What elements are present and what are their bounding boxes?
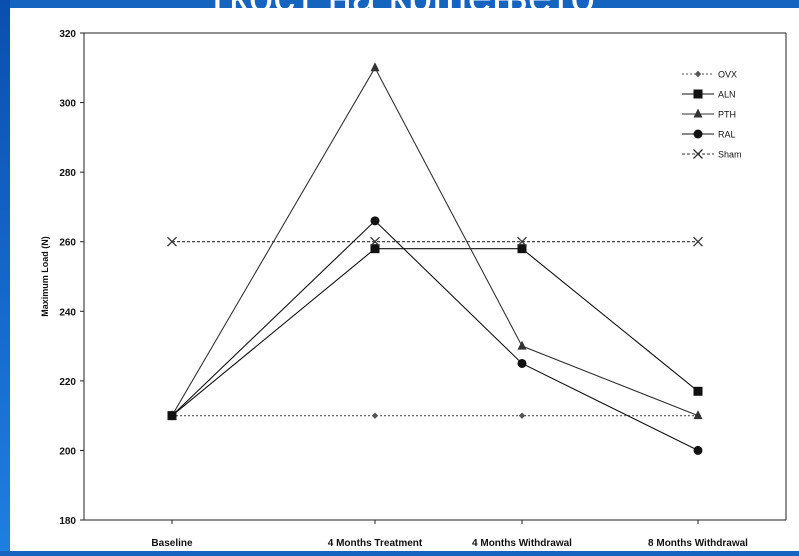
data-point-pth (693, 410, 703, 420)
chart-panel: 180 200 220 240 260 280 300 320 Baseline 4 Months… (10, 8, 799, 551)
y-tick-label: 260 (59, 238, 76, 249)
data-point-aln (517, 244, 527, 254)
legend-label-ral: RAL (718, 130, 736, 140)
slide-left-band (0, 0, 10, 551)
line-chart: 180 200 220 240 260 280 300 320 Baseline 4 Months… (40, 29, 787, 549)
y-tick-label: 200 (59, 446, 76, 457)
data-point-aln (693, 386, 703, 396)
x-tick-label: 4 Months Treatment (328, 538, 423, 549)
series-line-ral (171, 220, 699, 451)
series-sham (167, 236, 703, 247)
legend: OVX ALN PTH RAL Sham (682, 70, 742, 160)
data-point-aln (370, 244, 380, 254)
data-point-ovx (518, 412, 526, 419)
data-point-sham (370, 236, 380, 247)
marker-stroke (693, 149, 703, 159)
legend-label-pth: PTH (718, 110, 736, 120)
marker-stroke (370, 236, 380, 247)
data-point-ral (693, 445, 703, 455)
y-tick-label: 320 (59, 29, 76, 40)
data-point-ral (370, 216, 380, 226)
series-ral (167, 216, 703, 455)
legend-marker-ovx (694, 70, 702, 78)
data-point-sham (167, 236, 177, 247)
series-line-aln (171, 248, 699, 417)
y-tick-label: 180 (59, 516, 76, 527)
legend-label-ovx: OVX (718, 70, 737, 80)
legend-marker-ral (693, 129, 703, 139)
x-tick-label: 4 Months Withdrawal (472, 538, 572, 549)
y-tick-label: 220 (59, 377, 76, 388)
series-lines (167, 62, 703, 455)
marker-stroke (167, 236, 177, 247)
legend-item-aln: ALN (682, 89, 736, 100)
legend-marker-aln (693, 89, 703, 99)
data-point-ral (167, 411, 177, 421)
data-point-sham (517, 236, 527, 247)
x-tick-label: Baseline (151, 538, 193, 549)
legend-item-sham: Sham (682, 149, 742, 160)
data-point-sham (693, 236, 703, 247)
axes: 180 200 220 240 260 280 300 320 Baseline 4 Months… (40, 29, 787, 549)
data-point-ral (517, 358, 527, 368)
y-tick-label: 300 (59, 99, 76, 110)
x-tick-label: 8 Months Withdrawal (648, 538, 748, 549)
y-axis-title: Maximum Load (N) (40, 236, 50, 317)
series-ovx (168, 412, 702, 419)
legend-item-pth: PTH (682, 108, 736, 120)
marker-stroke (693, 236, 703, 247)
legend-marker-sham (693, 149, 703, 159)
series-pth (167, 62, 703, 420)
legend-label-aln: ALN (718, 90, 736, 100)
legend-label-sham: Sham (718, 150, 742, 160)
data-point-ovx (371, 412, 379, 419)
y-tick-label: 240 (59, 307, 76, 318)
data-point-pth (370, 62, 380, 72)
series-aln (167, 244, 703, 421)
legend-item-ral: RAL (682, 129, 736, 140)
legend-marker-pth (693, 108, 703, 118)
marker-stroke (517, 236, 527, 247)
y-tick-label: 280 (59, 168, 76, 179)
legend-item-ovx: OVX (682, 70, 737, 80)
data-point-pth (517, 340, 527, 350)
